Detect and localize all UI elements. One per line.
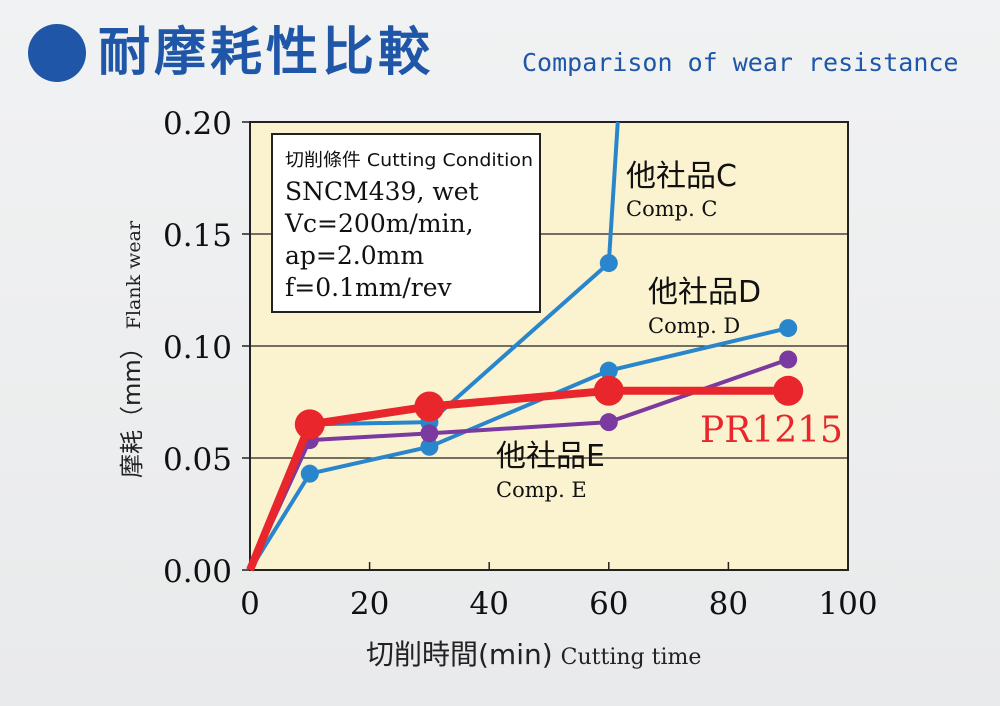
y-tick-label: 0.10 [163, 330, 232, 366]
data-point-comp_d [300, 464, 319, 483]
data-point-comp_d [420, 437, 439, 456]
y-tick-label: 0.20 [163, 106, 232, 142]
data-point-comp_e [779, 350, 798, 369]
page-subtitle: Comparison of wear resistance [522, 48, 959, 77]
x-tick-label: 0 [240, 586, 260, 622]
series-label-pr1215: PR1215 [700, 410, 843, 451]
x-axis-label: 切削時間(min) Cutting time [366, 638, 701, 671]
x-tick-label: 20 [350, 586, 389, 622]
x-tick-label: 80 [709, 586, 748, 622]
series-label-zh-comp_c: 他社品C [626, 159, 737, 194]
plot-frame [249, 121, 849, 571]
y-tick-label: 0.00 [163, 554, 232, 590]
series-label-zh-comp_d: 他社品D [648, 275, 761, 310]
x-tick-label: 60 [589, 586, 628, 622]
conditions-line: ap=2.0mm [285, 241, 424, 270]
y-tick-label: 0.15 [163, 218, 232, 254]
series-label-zh-comp_e: 他社品E [496, 439, 605, 474]
title-bullet-icon [28, 24, 86, 82]
conditions-frame [271, 133, 541, 313]
x-axis-label-en: Cutting time [561, 645, 702, 670]
x-tick-label: 100 [818, 586, 877, 622]
series-label-en-comp_c: Comp. C [626, 197, 718, 221]
conditions-line: f=0.1mm/rev [285, 273, 453, 302]
cutting-conditions-box: 切削條件 Cutting Condition SNCM439, wet Vc=200… [271, 133, 541, 313]
data-point-pr1215 [414, 391, 445, 422]
y-tick-label: 0.05 [163, 442, 232, 478]
y-axis-label: 摩耗（mm） Flank wear [118, 220, 146, 478]
data-point-comp_c [599, 254, 618, 273]
y-axis-label-zh: 摩耗（mm） [118, 335, 146, 478]
conditions-title: 切削條件 Cutting Condition [285, 150, 533, 171]
header: 耐摩耗性比較 Comparison of wear resistance [28, 14, 988, 94]
conditions-line: Vc=200m/min, [284, 209, 474, 238]
data-point-comp_e [420, 424, 439, 443]
data-point-comp_d [599, 361, 618, 380]
series-label-en-comp_e: Comp. E [496, 478, 587, 502]
x-tick-label: 40 [469, 586, 508, 622]
x-axis-label-zh: 切削時間(min) [366, 638, 553, 671]
y-axis-label-en: Flank wear [123, 220, 145, 329]
conditions-line: SNCM439, wet [285, 177, 479, 206]
data-point-pr1215 [593, 375, 624, 406]
data-point-comp_e [599, 413, 618, 432]
page-title: 耐摩耗性比較 [98, 23, 435, 83]
data-point-comp_d [779, 319, 798, 338]
data-point-pr1215 [294, 409, 325, 440]
series-label-en-comp_d: Comp. D [648, 314, 740, 338]
data-point-pr1215 [773, 375, 804, 406]
